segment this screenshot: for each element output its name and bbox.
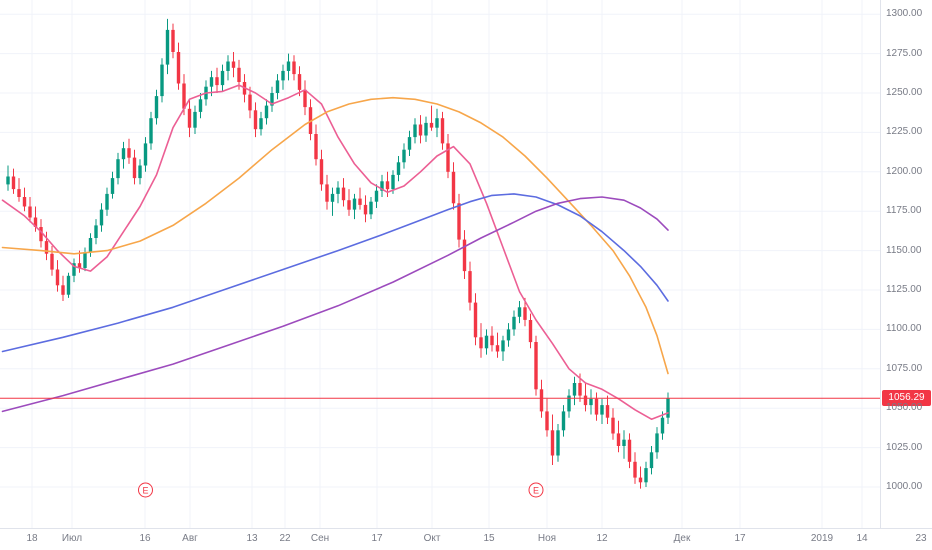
time-axis[interactable]: 18 Июл 16 Авг 13 22 Сен 17 Окт 15 Ноя 12 Дек 17 2019 14… (0, 528, 932, 550)
price-axis-label: 1075.00 (886, 362, 923, 374)
time-axis-label: Июл (61, 533, 83, 544)
price-axis-label: 1125.00 (886, 284, 922, 295)
earnings-marker[interactable]: E (528, 482, 544, 498)
time-axis-label: 17 (734, 533, 746, 544)
time-axis-label: 23 (915, 533, 927, 544)
ma-fast-pink[interactable] (1, 84, 669, 421)
ma-slowest-purple[interactable] (1, 196, 669, 413)
time-axis-label: Сен (310, 533, 330, 544)
price-axis[interactable]: 1056.29 1300.00 1275.00 1250.00 1225.00 1200… (880, 0, 932, 528)
time-axis-label: 12 (596, 533, 608, 544)
svg-text:E: E (142, 486, 148, 496)
time-axis-label: 13 (246, 533, 258, 544)
time-axis-label: Окт (423, 533, 441, 544)
price-axis-label: 1200.00 (886, 165, 923, 177)
price-axis-label: 1000.00 (886, 481, 923, 493)
time-axis-label: 15 (483, 533, 495, 544)
price-axis-label: 1025.00 (886, 441, 923, 453)
time-axis-label: 17 (371, 533, 383, 544)
time-axis-label: 14 (856, 533, 868, 544)
svg-text:E: E (533, 486, 539, 496)
price-axis-label: 1175.00 (886, 205, 922, 217)
price-axis-label: 1050.00 (886, 402, 923, 414)
price-axis-label: 1275.00 (886, 47, 923, 59)
time-axis-label: Авг (182, 533, 198, 544)
price-axis-label: 1300.00 (886, 8, 923, 20)
time-axis-label: 22 (279, 533, 291, 544)
last-price-badge[interactable]: 1056.29 (882, 390, 931, 407)
price-axis-label: 1150.00 (886, 244, 922, 256)
price-axis-label: 1100.00 (886, 323, 922, 335)
time-axis-label: Дек (673, 533, 691, 544)
time-axis-label: 2019 (810, 533, 834, 544)
earnings-marker[interactable]: E (138, 482, 153, 498)
price-axis-label: 1250.00 (886, 86, 923, 98)
ma-slow-blue[interactable] (1, 193, 669, 353)
time-axis-label: 18 (26, 533, 38, 544)
price-axis-label: 1225.00 (886, 126, 923, 138)
time-axis-label: Ноя (537, 533, 557, 544)
ma-medium-orange[interactable] (1, 96, 669, 375)
time-axis-label: 16 (139, 533, 151, 544)
